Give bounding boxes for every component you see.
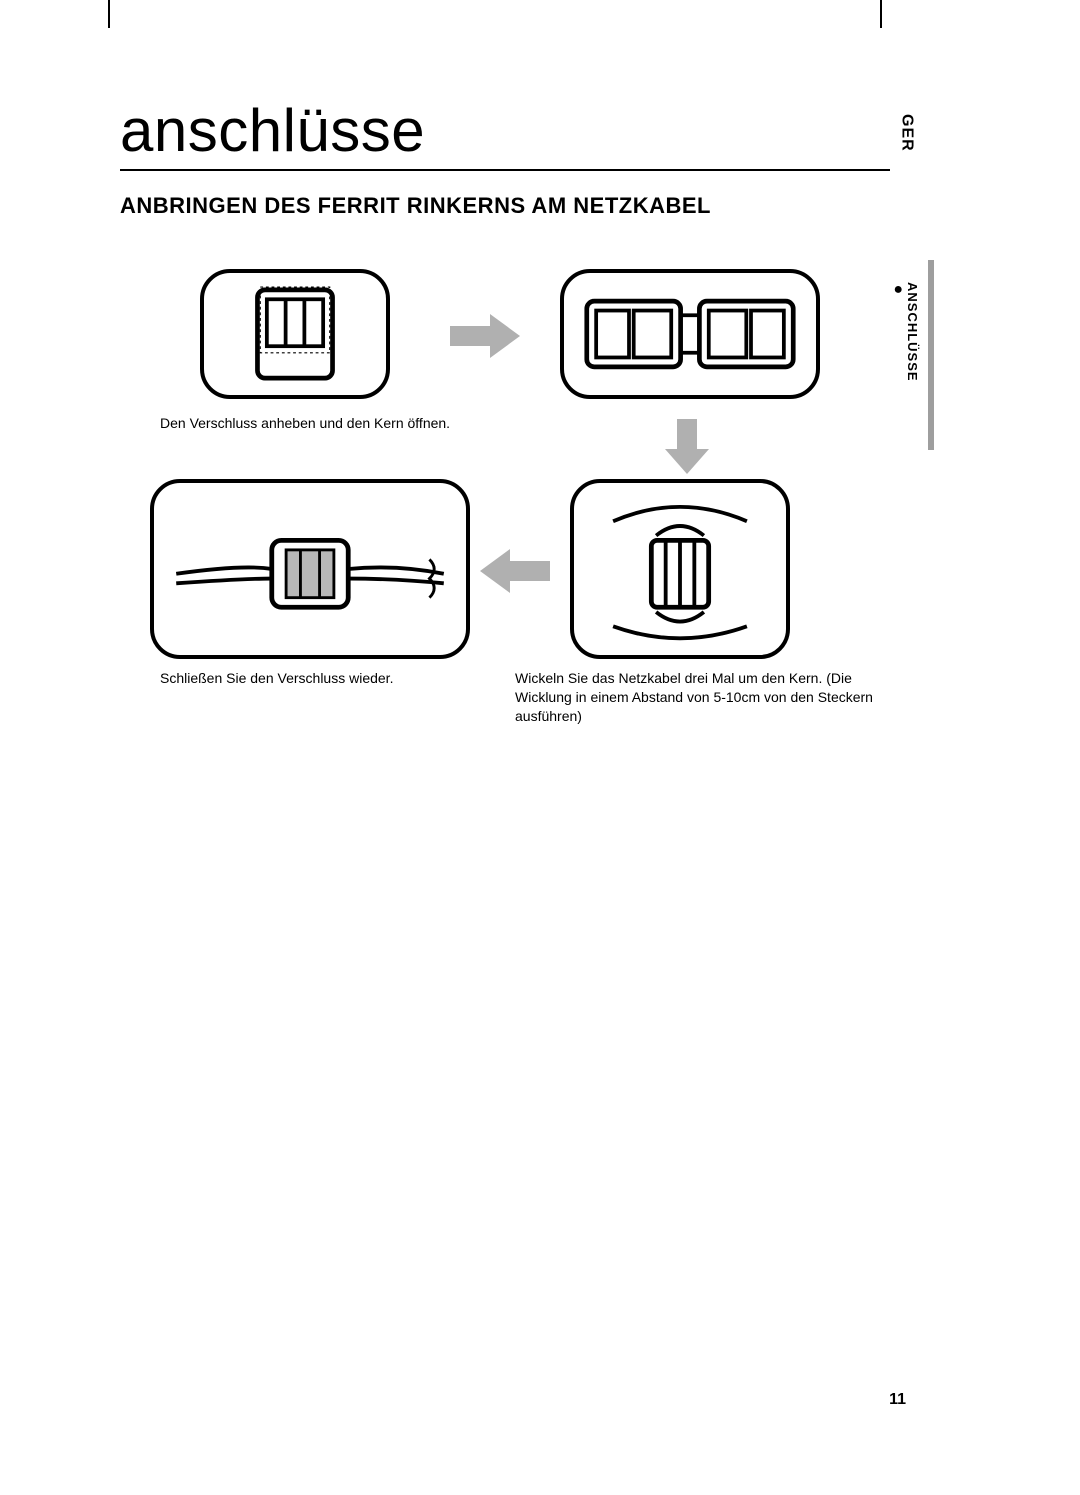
illustration-step1 [200,269,390,399]
bullet-icon: ● [893,282,903,298]
arrow-left-icon [480,549,550,593]
caption-step3: Wickeln Sie das Netzkabel drei Mal um de… [515,669,895,726]
title-rule: anschlüsse [120,96,890,171]
side-tab: GER ● ANSCHLÜSSE [893,114,920,381]
arrow-down-icon [665,419,709,474]
crop-mark [880,0,882,28]
illustration-step2 [560,269,820,399]
page-number: 11 [889,1391,906,1409]
section-tab: ● ANSCHLÜSSE [893,282,920,382]
arrow-right-icon [450,314,520,358]
caption-step1: Den Verschluss anheben und den Kern öffn… [160,414,500,433]
tab-index-bar [928,260,934,450]
instruction-diagram: Den Verschluss anheben und den Kern öffn… [120,269,890,749]
illustration-step4 [150,479,470,659]
page-content: anschlüsse ANBRINGEN DES FERRIT RINKERNS… [120,96,890,749]
section-tab-label: ANSCHLÜSSE [905,282,920,382]
manual-page: anschlüsse ANBRINGEN DES FERRIT RINKERNS… [0,0,1080,1495]
crop-mark [108,0,110,28]
page-title: anschlüsse [120,96,890,165]
caption-step4: Schließen Sie den Verschluss wieder. [160,669,500,688]
section-heading: ANBRINGEN DES FERRIT RINKERNS AM NETZKAB… [120,193,890,219]
language-code: GER [898,114,916,152]
illustration-step3 [570,479,790,659]
